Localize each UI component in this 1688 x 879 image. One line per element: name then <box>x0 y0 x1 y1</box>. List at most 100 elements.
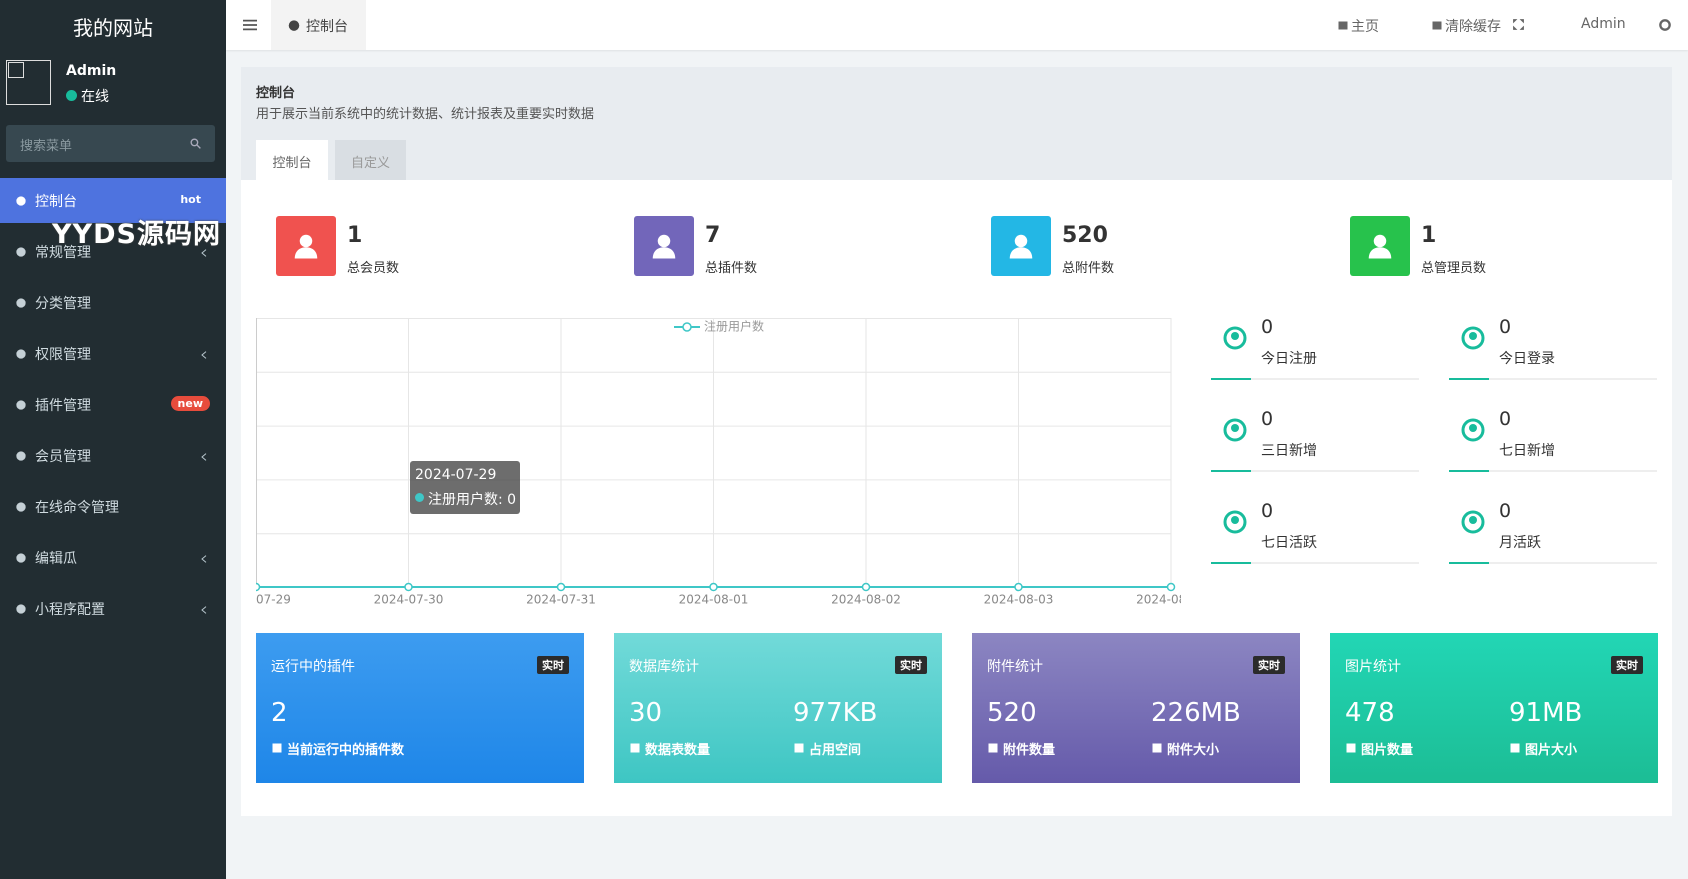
mini-stat-label: 今日注册 <box>1261 351 1317 367</box>
card-label: 附件数量 <box>1003 743 1056 758</box>
content-header: 控制台 用于展示当前系统中的统计数据、统计报表及重要实时数据 控制台 自定义 <box>241 67 1672 180</box>
chevron <box>201 453 207 461</box>
menu-item[interactable]: 控制台 hot <box>0 178 226 223</box>
stat-icon-box <box>1350 216 1410 276</box>
link-icon <box>1338 21 1348 30</box>
menu-icon <box>16 349 26 359</box>
stat-icon <box>1368 234 1392 259</box>
menu-item[interactable]: 分类管理 <box>0 280 226 325</box>
card-value: 977KB <box>793 698 878 728</box>
card-value: 30 <box>629 698 663 728</box>
menu-label: 常规管理 <box>35 245 91 261</box>
user-status: 在线 <box>81 89 109 105</box>
x-tick-label: 2024-07-30 <box>374 593 444 607</box>
menu-icon <box>16 196 26 206</box>
card-value: 2 <box>271 698 288 728</box>
top-tab-label: 控制台 <box>306 19 348 35</box>
card-badge: 实时 <box>1611 656 1643 674</box>
user-name: Admin <box>66 63 117 79</box>
menu-item[interactable]: 在线命令管理 <box>0 484 226 529</box>
card-title: 附件统计 <box>987 659 1043 675</box>
data-point <box>256 582 261 592</box>
legend-label: 注册用户数 <box>704 319 764 334</box>
mini-stat-value: 0 <box>1261 316 1274 338</box>
avatar <box>6 60 51 105</box>
card-label: 数据表数量 <box>645 743 711 758</box>
line-chart: 2024-07-29 2024-07-30 2024-07-31 2024-08-01… <box>256 318 1181 607</box>
card-value: 520 <box>987 698 1037 728</box>
legend-marker <box>682 322 692 332</box>
menu-item[interactable]: 常规管理 <box>0 229 226 274</box>
data-point <box>556 582 566 592</box>
avatar-inner <box>8 62 24 78</box>
top-link[interactable]: 主页 <box>1351 19 1379 35</box>
stat-value: 520 <box>1062 223 1108 248</box>
menu-label: 编辑瓜 <box>35 551 77 567</box>
settings-icon <box>1659 19 1671 31</box>
menu-item[interactable]: 小程序配置 <box>0 586 226 631</box>
hamburger <box>243 19 257 31</box>
mini-stat-accent <box>1449 378 1489 380</box>
top-user[interactable]: Admin <box>1581 16 1626 32</box>
card-title: 图片统计 <box>1345 659 1401 675</box>
card-badge: 实时 <box>537 656 569 674</box>
info-card: 附件统计 实时 520 附件数量 226MB 附件大小 <box>972 633 1300 783</box>
mini-stat-value: 0 <box>1261 408 1274 430</box>
content-tab-label: 控制台 <box>272 156 312 171</box>
x-tick-label: 2024-07-29 <box>256 593 291 607</box>
chevron <box>201 351 207 359</box>
content-tab-label: 自定义 <box>350 156 390 171</box>
page-title: 控制台 <box>256 86 296 101</box>
content-tab[interactable]: 自定义 <box>335 140 406 180</box>
mini-stat-rule <box>1211 470 1419 472</box>
menu-item[interactable]: 权限管理 <box>0 331 226 376</box>
mini-stat-value: 0 <box>1499 408 1512 430</box>
card-label: 占用空间 <box>809 743 862 758</box>
card-item-icon <box>272 743 282 753</box>
card-item-icon <box>1346 743 1356 753</box>
menu-label: 分类管理 <box>35 296 91 312</box>
menu-icon <box>16 604 26 614</box>
sidebar: 我的网站 Admin 在线 搜索菜单 控制台 hot 常规管理 分类管理 权限管理 插件管理 new… <box>0 0 226 879</box>
card-label: 附件大小 <box>1167 743 1220 758</box>
info-card: 数据库统计 实时 30 数据表数量 977KB 占用空间 <box>614 633 942 783</box>
x-tick-label: 2024-08-02 <box>831 593 901 607</box>
menu-item[interactable]: 插件管理 new <box>0 382 226 427</box>
top-link[interactable]: 清除缓存 <box>1445 19 1501 35</box>
stat-icon-box <box>276 216 336 276</box>
stat-label: 总插件数 <box>705 261 758 276</box>
card-value: 478 <box>1345 698 1395 728</box>
menu-icon <box>16 451 26 461</box>
tooltip-text: 注册用户数: 0 <box>428 492 517 508</box>
top-tab[interactable]: 控制台 <box>271 0 366 50</box>
menu-badge: hot <box>180 193 201 206</box>
info-card: 运行中的插件 实时 2 当前运行中的插件数 <box>256 633 584 783</box>
tooltip-title: 2024-07-29 <box>415 467 497 483</box>
mini-stat-icon <box>1223 510 1247 534</box>
mini-stat-accent <box>1449 470 1489 472</box>
card-item-icon <box>794 743 804 753</box>
mini-stat-icon <box>1223 418 1247 442</box>
menu-item[interactable]: 编辑瓜 <box>0 535 226 580</box>
menu-icon <box>16 247 26 257</box>
x-tick-label: 2024-08-04 <box>1136 593 1181 607</box>
stat-icon <box>652 234 676 259</box>
x-tick-label: 2024-08-01 <box>679 593 749 607</box>
search-icon <box>190 138 201 149</box>
card-item-icon <box>988 743 998 753</box>
chevron <box>201 555 207 563</box>
mini-stat-accent <box>1211 562 1251 564</box>
mini-stat-icon <box>1223 326 1247 350</box>
x-tick-label: 2024-08-03 <box>984 593 1054 607</box>
content-tab[interactable]: 控制台 <box>256 140 328 180</box>
mini-stat-icon <box>1461 510 1485 534</box>
menu-label: 在线命令管理 <box>35 500 119 516</box>
menu-item[interactable]: 会员管理 <box>0 433 226 478</box>
mini-stat-rule <box>1449 562 1657 564</box>
mini-stat-value: 0 <box>1261 500 1274 522</box>
search-box[interactable]: 搜索菜单 <box>6 125 215 162</box>
stat-label: 总附件数 <box>1062 261 1115 276</box>
mini-stat-accent <box>1449 562 1489 564</box>
data-point <box>1014 582 1023 592</box>
